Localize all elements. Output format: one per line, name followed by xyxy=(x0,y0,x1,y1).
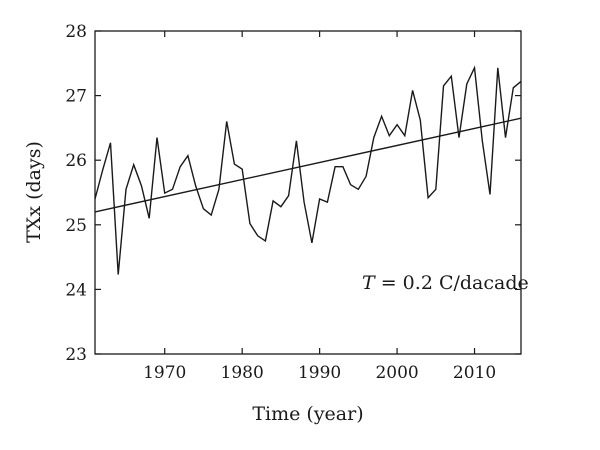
y-tick-label: 27 xyxy=(65,87,87,107)
y-tick-label: 28 xyxy=(65,22,87,42)
plot-frame xyxy=(94,30,522,355)
x-tick-label: 2010 xyxy=(453,363,496,383)
y-axis: 23 24 25 26 27 28 xyxy=(65,22,521,365)
y-tick-label: 23 xyxy=(65,345,87,365)
trend-annotation: T = 0.2 C/dacade xyxy=(362,272,529,294)
trend-line xyxy=(94,117,522,213)
x-axis: 1970 1980 1990 2000 2010 xyxy=(143,31,496,383)
trend-annotation-var: T xyxy=(362,272,376,294)
y-tick-label: 25 xyxy=(65,216,87,236)
x-axis-title: Time (year) xyxy=(252,403,363,425)
x-tick-label: 1990 xyxy=(298,363,341,383)
y-axis-title: TXx (days) xyxy=(23,141,45,243)
y-tick-label: 24 xyxy=(65,280,87,300)
series-line xyxy=(94,65,522,275)
x-tick-label: 1980 xyxy=(221,363,264,383)
x-tick-label: 2000 xyxy=(375,363,418,383)
x-tick-label: 1970 xyxy=(143,363,186,383)
trend-annotation-text: = 0.2 C/dacade xyxy=(375,272,529,294)
series-layer xyxy=(94,65,522,275)
plot-area xyxy=(94,30,522,355)
y-tick-label: 26 xyxy=(65,151,87,171)
